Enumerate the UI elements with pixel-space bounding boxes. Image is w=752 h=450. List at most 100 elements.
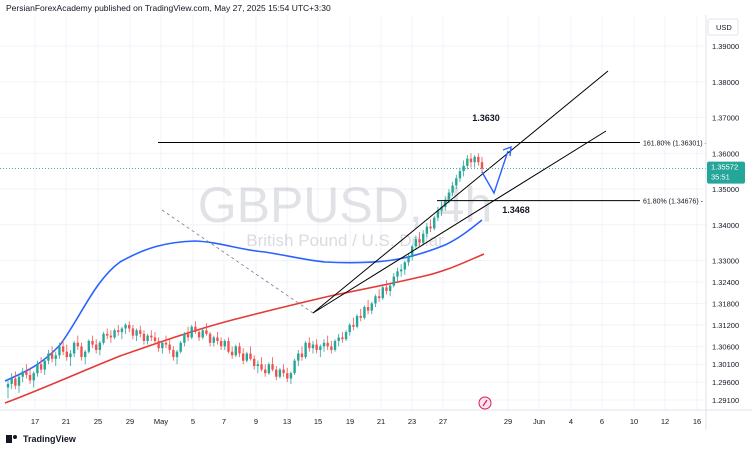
- price-tick-label: 1.33000: [712, 257, 739, 266]
- time-tick-label: 12: [661, 417, 669, 426]
- candle-body: [444, 199, 447, 207]
- candle-body: [282, 369, 285, 374]
- candle-body: [297, 353, 300, 361]
- candle-body: [337, 337, 340, 341]
- time-tick-label: 5: [191, 417, 195, 426]
- candle-body: [462, 165, 465, 172]
- time-tick-label: 9: [254, 417, 258, 426]
- symbol-watermark: GBPUSD, 4h British Pound / U.S. Dollar: [198, 177, 493, 250]
- candle-body: [157, 341, 160, 349]
- time-axis[interactable]: 17 21 25 29 May 5 7 9 13 15 19 21 23 27 29 Jun 4 6 10 12 16: [0, 396, 752, 426]
- candle-body: [36, 364, 39, 374]
- candle-body: [256, 364, 260, 367]
- time-tick-label: 7: [222, 417, 226, 426]
- candle-body: [344, 332, 348, 340]
- fib-618-label: 61.80% (1.34676) -: [643, 199, 704, 206]
- time-tick-label: 16: [693, 417, 701, 426]
- candle-body: [175, 351, 179, 358]
- time-tick-label: 10: [630, 417, 638, 426]
- candle-body: [469, 158, 473, 163]
- candle-body: [352, 324, 355, 327]
- candle-body: [477, 156, 480, 163]
- candle-body: [230, 351, 234, 356]
- candle-body: [65, 351, 68, 358]
- channel-lower-line: [312, 130, 607, 314]
- time-tick-label: May: [154, 417, 168, 426]
- candle-body: [245, 353, 249, 361]
- time-tick-label: Jun: [533, 417, 545, 426]
- candle-body: [150, 335, 153, 338]
- candle-body: [403, 262, 407, 270]
- candle-body: [109, 335, 113, 338]
- candle-body: [363, 307, 366, 318]
- candle-body: [39, 364, 43, 370]
- candle-body: [94, 344, 98, 350]
- candle-body: [87, 341, 91, 352]
- candle-body: [142, 333, 146, 341]
- candle-body: [286, 373, 289, 379]
- candle-body: [308, 342, 311, 349]
- projection-arrowhead: [502, 145, 512, 157]
- candle-body: [473, 156, 476, 163]
- candle-body: [381, 287, 384, 299]
- annotation-high: 1.3630: [472, 113, 500, 123]
- price-tick-label: 1.39000: [712, 42, 739, 51]
- grid: [0, 15, 706, 410]
- candle-body: [425, 226, 429, 234]
- candle-body: [436, 210, 440, 218]
- candle-body: [422, 233, 425, 243]
- moving-averages: [4, 219, 485, 404]
- candle-body: [28, 374, 32, 381]
- candle-body: [289, 373, 293, 379]
- price-axis[interactable]: 1.39000 1.38000 1.37000 1.36000 1.35000 1.340…: [705, 15, 745, 430]
- candle-body: [447, 192, 451, 200]
- candle-body: [205, 330, 208, 334]
- candle-body: [61, 346, 65, 352]
- candle-body: [106, 333, 109, 336]
- price-tick-label: 1.29600: [712, 378, 739, 387]
- candle-body: [234, 346, 238, 356]
- candle-body: [275, 369, 278, 377]
- candle-body: [267, 364, 271, 374]
- tradingview-brand: TradingView: [23, 434, 76, 444]
- time-tick-label: 29: [504, 417, 512, 426]
- candle-body: [370, 303, 373, 311]
- candle-body: [396, 271, 399, 277]
- candle-body: [83, 351, 87, 358]
- candle-body: [216, 337, 219, 341]
- time-tick-label: 6: [600, 417, 604, 426]
- candle-body: [223, 341, 226, 347]
- candle-body: [98, 342, 102, 350]
- tradingview-footer[interactable]: TradingView: [6, 434, 76, 444]
- candle-body: [135, 330, 138, 336]
- watermark-description: British Pound / U.S. Dollar: [246, 231, 444, 250]
- tradingview-logo-icon: [6, 435, 19, 443]
- watermark-symbol: GBPUSD, 4h: [198, 177, 493, 233]
- candle-body: [201, 330, 204, 338]
- candle-body: [330, 346, 333, 350]
- last-price-badge: [707, 161, 745, 184]
- candle-body: [399, 269, 403, 272]
- candle-body: [366, 307, 370, 311]
- price-tick-label: 1.30600: [712, 342, 739, 351]
- candle-body: [146, 335, 149, 341]
- candle-body: [113, 330, 116, 338]
- price-tick-label: 1.32400: [712, 278, 739, 287]
- candle-body: [466, 158, 469, 166]
- candle-body: [58, 346, 61, 356]
- candle-body: [392, 276, 396, 286]
- candle-body: [252, 358, 256, 367]
- candle-body: [348, 324, 351, 333]
- candle-body: [458, 171, 462, 179]
- candle-body: [54, 355, 57, 359]
- price-tick-label: 1.31800: [712, 299, 739, 308]
- candle-body: [153, 337, 157, 341]
- candle-body: [241, 353, 245, 361]
- currency-box: [707, 18, 739, 36]
- candle-body: [359, 315, 362, 318]
- candle-body: [179, 342, 182, 352]
- candle-body: [433, 217, 436, 229]
- candle-body: [455, 178, 458, 186]
- candle-body: [414, 239, 418, 247]
